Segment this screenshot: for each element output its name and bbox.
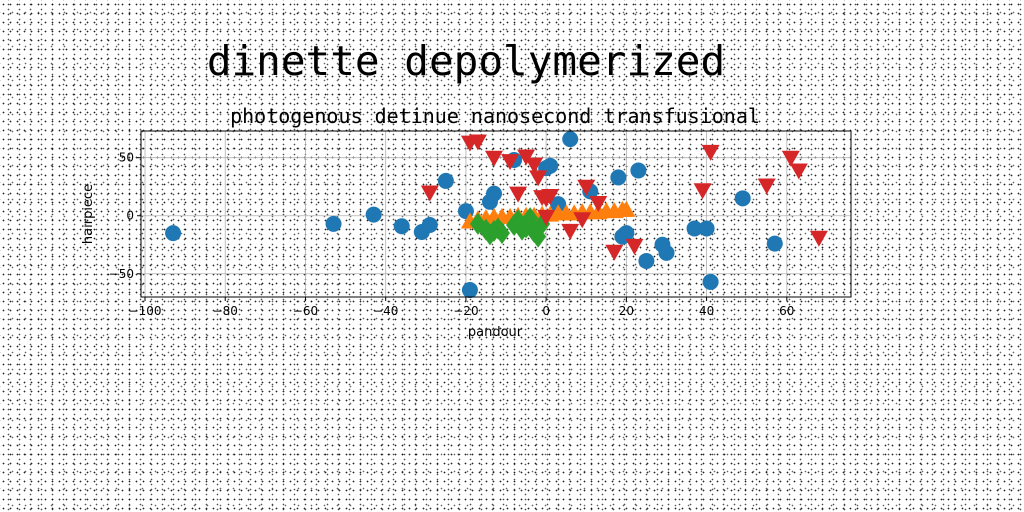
triangle-down-point xyxy=(420,185,439,202)
triangle-down-point xyxy=(509,186,528,203)
triangle-down-point xyxy=(781,150,800,167)
plot-markers xyxy=(165,131,828,299)
x-tick-label: 0 xyxy=(542,304,550,318)
circle-point xyxy=(325,215,342,232)
x-axis-label: pandour xyxy=(468,325,523,340)
x-tick-label: 20 xyxy=(619,304,634,318)
triangle-down-point xyxy=(537,209,556,226)
circle-point xyxy=(365,206,382,223)
x-tick-label: −80 xyxy=(213,304,238,318)
circle-point xyxy=(550,196,567,213)
triangle-down-point xyxy=(501,154,520,171)
circle-point xyxy=(610,169,627,186)
x-tick-label: −20 xyxy=(453,304,478,318)
triangle-down-point xyxy=(701,144,720,161)
triangle-down-point xyxy=(577,179,596,196)
circle-point xyxy=(437,172,454,189)
x-tick-label: 40 xyxy=(699,304,714,318)
triangle-down-point xyxy=(517,149,536,166)
chart-title: photogenous detinue nanosecond transfusi… xyxy=(230,104,760,128)
circle-point xyxy=(421,217,438,234)
triangle-down-point xyxy=(468,134,487,151)
circle-point xyxy=(766,235,783,252)
y-axis-ticks: −50 0 50 xyxy=(109,151,141,281)
chart-suptitle: dinette depolymerized xyxy=(207,37,725,85)
circle-point xyxy=(630,162,647,179)
circle-point xyxy=(686,220,703,237)
diamond-point xyxy=(494,222,511,245)
y-axis-label: hairpiece xyxy=(81,184,96,244)
triangle-down-point xyxy=(757,178,776,195)
circle-point xyxy=(165,225,182,242)
triangle-down-point xyxy=(529,170,548,187)
triangle-up-point xyxy=(617,200,636,217)
circle-point xyxy=(393,218,410,235)
triangle-down-point xyxy=(484,150,503,167)
triangle-down-point xyxy=(561,223,580,240)
triangle-down-point xyxy=(625,238,644,255)
y-tick-label: 50 xyxy=(119,151,134,165)
circle-point xyxy=(461,282,478,299)
x-tick-label: −40 xyxy=(373,304,398,318)
plot-frame xyxy=(140,130,852,298)
circle-point xyxy=(658,244,675,261)
circle-point xyxy=(562,131,579,148)
triangle-down-point xyxy=(573,212,592,229)
triangle-down-point xyxy=(693,183,712,200)
x-tick-label: −60 xyxy=(293,304,318,318)
triangle-down-point xyxy=(789,163,808,180)
circle-point xyxy=(638,253,655,270)
triangle-down-point xyxy=(605,244,624,261)
x-tick-label: −100 xyxy=(129,304,162,318)
y-tick-label: −50 xyxy=(109,267,134,281)
triangle-down-point xyxy=(525,157,544,174)
triangle-down-point xyxy=(809,230,828,247)
triangle-down-point xyxy=(589,195,608,212)
circle-point xyxy=(485,185,502,202)
circle-point xyxy=(618,225,635,242)
circle-point xyxy=(542,157,559,174)
triangle-down-point xyxy=(541,189,560,206)
circle-point xyxy=(734,190,751,207)
x-tick-label: 60 xyxy=(779,304,794,318)
circle-point xyxy=(698,220,715,237)
x-axis-ticks: −100 −80 −60 −40 −20 0 20 40 60 xyxy=(129,297,794,318)
y-tick-label: 0 xyxy=(126,209,134,223)
circle-point xyxy=(702,273,719,290)
